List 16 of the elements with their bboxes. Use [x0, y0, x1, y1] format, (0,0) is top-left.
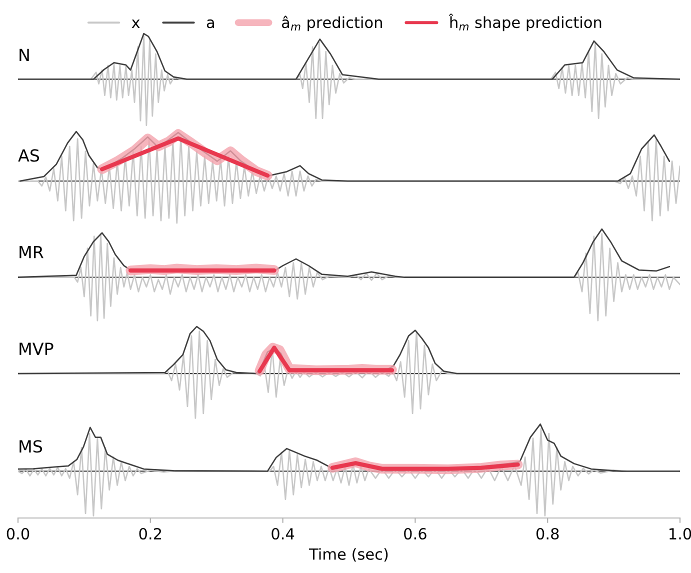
x-tick-label: 0.8 [536, 528, 559, 540]
y-axis-title: MS [20, 440, 42, 453]
x-tick-label: 0.2 [139, 528, 162, 540]
x-tick-label: 0.6 [404, 528, 426, 540]
x-axis-title: Time (sec) [308, 548, 388, 562]
x-tick-label: 0.0 [6, 528, 30, 540]
y-axis-title: MR [20, 246, 44, 258]
y-axis-title: N [20, 48, 29, 62]
legend-label: ĥ$_{m}$ shape prediction [448, 14, 602, 32]
y-axis-title: MVP [20, 342, 54, 355]
x-tick-label: 1.0 [670, 528, 691, 540]
x-tick-label: 0.4 [272, 528, 294, 540]
legend-label: x [132, 20, 140, 28]
legend-label: a [206, 19, 214, 28]
legend-label: â$_{m}$ prediction [282, 16, 382, 32]
y-axis-title: AS [18, 149, 40, 162]
